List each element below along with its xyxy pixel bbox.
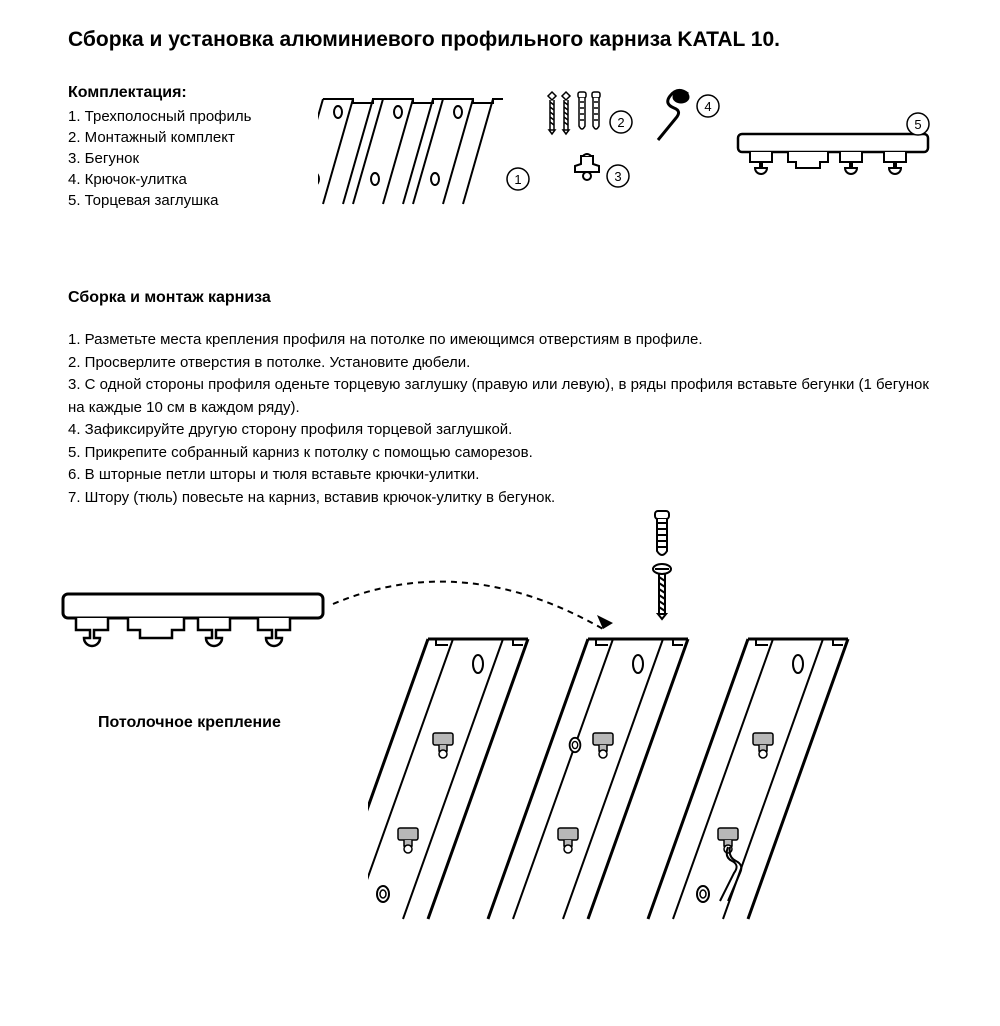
assembly-step: 1. Разметьте места крепления профиля на …: [68, 329, 932, 352]
label-5: 5: [914, 117, 921, 132]
label-3: 3: [614, 169, 621, 184]
assembly-heading: Сборка и монтаж карниза: [68, 289, 932, 307]
assembly-step: 2. Просверлите отверстия в потолке. Уста…: [68, 352, 932, 375]
components-heading: Комплектация:: [68, 84, 298, 102]
label-4: 4: [704, 99, 711, 114]
profile-iso-icon: [368, 619, 948, 939]
components-diagram: 1: [318, 84, 938, 229]
label-1: 1: [514, 172, 521, 187]
assembly-step: 5. Прикрепите собранный карниз к потолку…: [68, 442, 932, 465]
component-item: 5. Торцевая заглушка: [68, 190, 298, 211]
assembly-section: Сборка и монтаж карниза 1. Разметьте мес…: [68, 289, 932, 509]
page-title: Сборка и установка алюминиевого профильн…: [68, 28, 932, 52]
assembly-step: 6. В шторные петли шторы и тюля вставьте…: [68, 464, 932, 487]
components-section: Комплектация: 1. Трехполосный профиль 2.…: [68, 84, 932, 229]
ceiling-mount-section: Потолочное крепление: [68, 549, 932, 929]
component-item: 2. Монтажный комплект: [68, 127, 298, 148]
assembly-step: 3. С одной стороны профиля оденьте торце…: [68, 374, 932, 419]
label-2: 2: [617, 115, 624, 130]
ceiling-mount-heading: Потолочное крепление: [98, 714, 281, 732]
assembly-step: 7. Штору (тюль) повесьте на карниз, вста…: [68, 487, 932, 510]
component-item: 1. Трехполосный профиль: [68, 106, 298, 127]
cross-section-icon: [58, 589, 338, 679]
components-list: Комплектация: 1. Трехполосный профиль 2.…: [68, 84, 298, 211]
fastener-icon: [633, 509, 693, 629]
component-item: 3. Бегунок: [68, 148, 298, 169]
assembly-step: 4. Зафиксируйте другую сторону профиля т…: [68, 419, 932, 442]
component-item: 4. Крючок-улитка: [68, 169, 298, 190]
